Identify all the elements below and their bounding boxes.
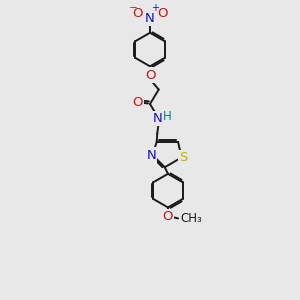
Text: CH₃: CH₃ [180, 212, 202, 225]
Text: S: S [179, 151, 188, 164]
Text: H: H [163, 110, 172, 123]
Text: O: O [145, 68, 155, 82]
Text: +: + [151, 3, 159, 13]
Text: O: O [157, 7, 167, 20]
Text: N: N [145, 12, 155, 25]
Text: N: N [146, 148, 156, 161]
Text: O: O [133, 96, 143, 109]
Text: O: O [133, 7, 143, 20]
Text: O: O [163, 210, 173, 223]
Text: N: N [153, 112, 162, 125]
Text: −: − [128, 3, 137, 14]
